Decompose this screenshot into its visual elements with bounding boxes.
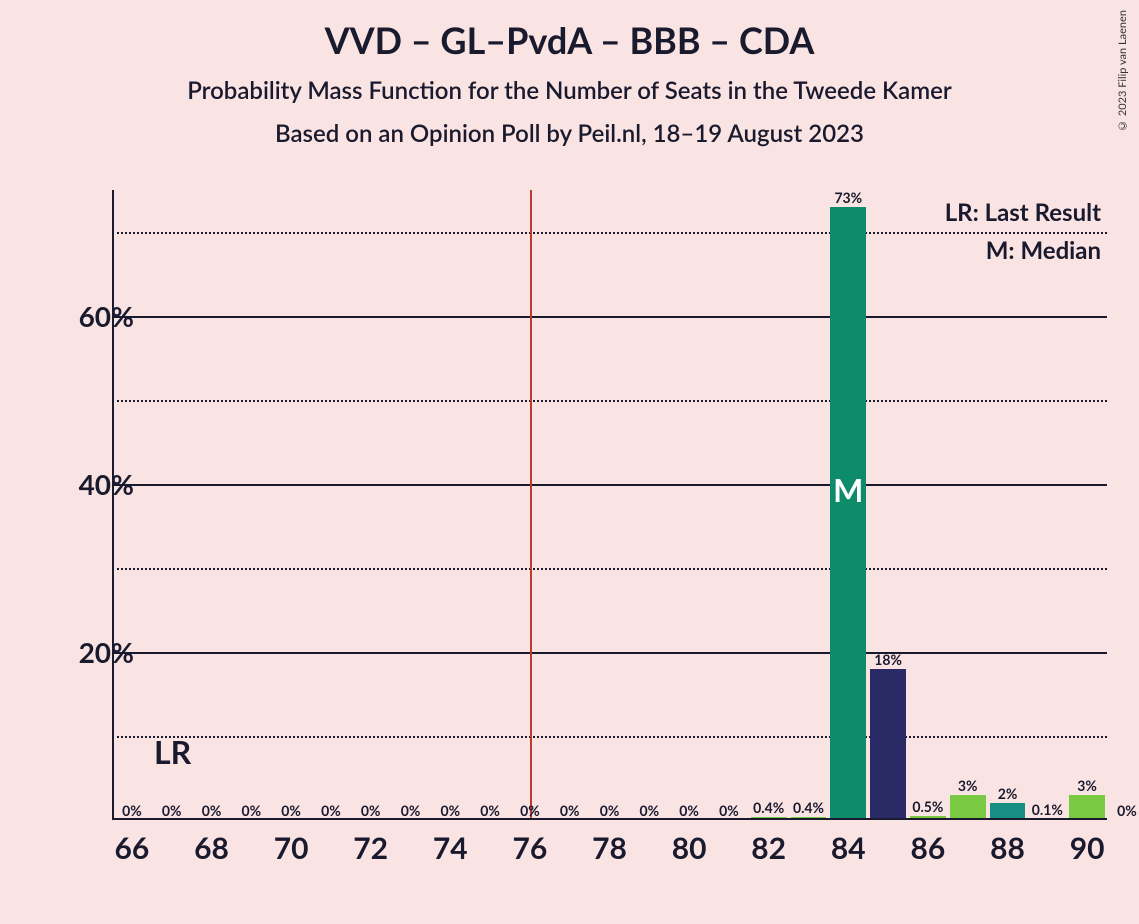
bar-value-label: 0.5% xyxy=(912,798,943,815)
x-tick-label: 72 xyxy=(353,830,388,866)
legend-m: M: Median xyxy=(945,232,1101,270)
copyright-text: © 2023 Filip van Laenen xyxy=(1116,10,1129,132)
grid-major xyxy=(112,652,1107,654)
y-tick-label: 20% xyxy=(79,635,134,669)
x-tick-label: 68 xyxy=(194,830,229,866)
bar xyxy=(870,669,906,820)
bar-value-label: 0% xyxy=(202,802,222,819)
median-marker: M xyxy=(833,470,863,509)
x-tick-label: 82 xyxy=(751,830,786,866)
bar-value-label: 18% xyxy=(874,651,902,668)
bar-value-label: 0% xyxy=(242,802,262,819)
bar-value-label: 3% xyxy=(958,777,978,794)
bar-value-label: 0% xyxy=(520,802,540,819)
grid-major xyxy=(112,316,1107,318)
x-axis-line xyxy=(112,818,1107,820)
x-tick-label: 74 xyxy=(433,830,468,866)
bar-value-label: 0% xyxy=(600,802,620,819)
bar-value-label: 3% xyxy=(1077,777,1097,794)
bar-value-label: 0% xyxy=(560,802,580,819)
legend-lr: LR: Last Result xyxy=(945,194,1101,232)
y-axis-line xyxy=(112,190,114,820)
x-tick-label: 76 xyxy=(512,830,547,866)
bar-value-label: 0% xyxy=(321,802,341,819)
legend: LR: Last Result M: Median xyxy=(945,194,1101,271)
bar-value-label: 0.1% xyxy=(1032,801,1063,818)
x-tick-label: 80 xyxy=(672,830,707,866)
x-tick-label: 90 xyxy=(1070,830,1105,866)
chart-plot-area: 0% 0% 0% 0% 0% 0% 0% 0% 0% 0% 0% 0% 0% 0% 0% 0% 0.4% 0.4%… xyxy=(112,190,1107,820)
bar-value-label: 2% xyxy=(998,785,1018,802)
grid-minor xyxy=(112,400,1107,402)
lr-vertical-line xyxy=(530,190,532,820)
y-tick-label: 40% xyxy=(79,467,134,501)
chart-subtitle: Probability Mass Function for the Number… xyxy=(0,76,1139,105)
x-tick-label: 66 xyxy=(114,830,149,866)
grid-major xyxy=(112,484,1107,486)
bar-value-label: 0% xyxy=(281,802,301,819)
bar xyxy=(950,795,986,820)
bar-value-label: 0% xyxy=(480,802,500,819)
bar-value-label: 0% xyxy=(1117,802,1137,819)
x-tick-label: 88 xyxy=(990,830,1025,866)
bar-value-label: 0% xyxy=(122,802,142,819)
x-tick-label: 78 xyxy=(592,830,627,866)
x-tick-label: 84 xyxy=(831,830,866,866)
x-tick-label: 86 xyxy=(910,830,945,866)
bar-value-label: 0% xyxy=(640,802,660,819)
chart-subtitle2: Based on an Opinion Poll by Peil.nl, 18–… xyxy=(0,119,1139,148)
bar-value-label: 0% xyxy=(719,802,739,819)
chart-title: VVD – GL–PvdA – BBB – CDA xyxy=(0,18,1139,62)
bar-value-label: 0% xyxy=(361,802,381,819)
bar xyxy=(1069,795,1105,820)
bar-value-label: 73% xyxy=(834,189,862,206)
x-tick-label: 70 xyxy=(274,830,309,866)
bar xyxy=(830,207,866,820)
y-tick-label: 60% xyxy=(79,299,134,333)
bar-value-label: 0% xyxy=(679,802,699,819)
grid-minor xyxy=(112,736,1107,738)
lr-marker: LR xyxy=(154,732,191,771)
bar-value-label: 0% xyxy=(162,802,182,819)
grid-minor xyxy=(112,568,1107,570)
bar-value-label: 0.4% xyxy=(753,799,784,816)
bar-value-label: 0.4% xyxy=(793,799,824,816)
bar-value-label: 0% xyxy=(441,802,461,819)
bar-value-label: 0% xyxy=(401,802,421,819)
